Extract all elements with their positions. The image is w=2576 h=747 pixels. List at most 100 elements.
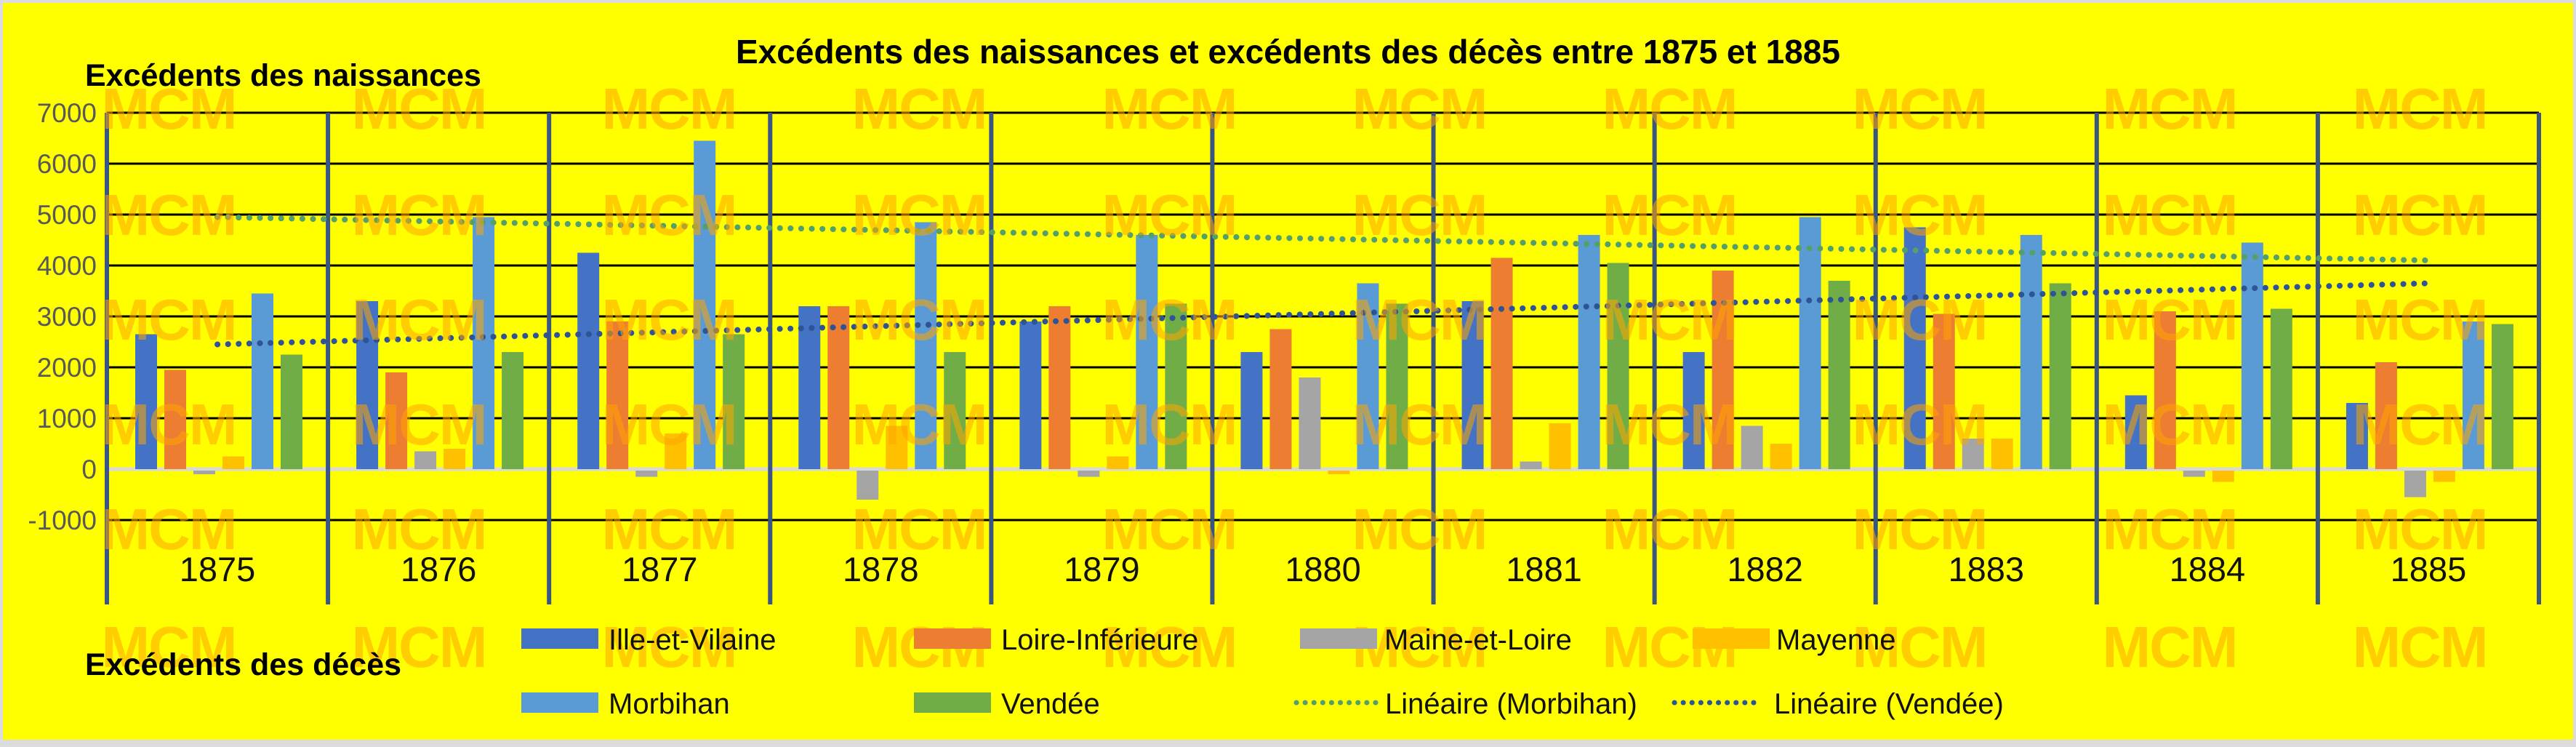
bar-loire-inf-rieure-1875[interactable] (164, 369, 186, 470)
trendline-lin-aire-vend-e- (214, 280, 2431, 348)
axis-annotation-deces: Excédents des décès (85, 647, 402, 682)
trendline-lin-aire-morbihan- (214, 214, 2431, 263)
y-axis-tick-label: 3000 (37, 302, 97, 332)
x-axis-year-label: 1878 (843, 550, 919, 588)
bar-maine-et-loire-1879[interactable] (1078, 471, 1100, 477)
bar-mayenne-1878[interactable] (886, 426, 908, 470)
chart-title: Excédents des naissances et excédents de… (736, 33, 1840, 71)
bar-ille-et-vilaine-1881[interactable] (1461, 301, 1484, 469)
bar-ille-et-vilaine-1879[interactable] (1019, 321, 1042, 469)
y-axis-tick-label: 5000 (37, 200, 97, 230)
bar-mayenne-1883[interactable] (1991, 439, 2013, 469)
bar-morbihan-1877[interactable] (694, 140, 716, 470)
bar-vend-e-1878[interactable] (944, 352, 966, 469)
legend-label: Vendée (1001, 688, 1100, 720)
bar-maine-et-loire-1884[interactable] (2183, 471, 2205, 477)
chart-background: 7000 6000 5000 4000 3000 2000 1000 0 -1000 1875 18… (3, 3, 2573, 740)
legend-line-swatch-Linéaire (Vendée) (1672, 700, 1759, 706)
bar-maine-et-loire-1882[interactable] (1741, 426, 1763, 470)
bar-mayenne-1877[interactable] (665, 434, 687, 469)
legend-line-swatch-Linéaire (Morbihan) (1293, 700, 1381, 706)
bar-mayenne-1876[interactable] (444, 449, 466, 469)
bar-loire-inf-rieure-1877[interactable] (606, 321, 629, 469)
bar-maine-et-loire-1876[interactable] (414, 451, 437, 470)
bar-ille-et-vilaine-1878[interactable] (798, 306, 821, 469)
bar-maine-et-loire-1880[interactable] (1299, 378, 1321, 469)
bar-morbihan-1882[interactable] (1799, 217, 1821, 470)
bar-vend-e-1883[interactable] (2049, 283, 2071, 470)
bar-vend-e-1875[interactable] (281, 354, 302, 470)
legend-label: Maine-et-Loire (1384, 624, 1572, 656)
bar-ille-et-vilaine-1880[interactable] (1240, 352, 1263, 469)
x-axis-year-label: 1885 (2391, 550, 2467, 588)
bar-vend-e-1884[interactable] (2270, 308, 2292, 470)
bar-mayenne-1879[interactable] (1107, 456, 1129, 470)
bar-mayenne-1882[interactable] (1770, 444, 1792, 469)
bar-maine-et-loire-1875[interactable] (193, 471, 215, 474)
bar-maine-et-loire-1878[interactable] (856, 471, 879, 500)
x-axis-year-label: 1880 (1285, 550, 1361, 588)
bar-ille-et-vilaine-1884[interactable] (2124, 395, 2147, 470)
bar-ille-et-vilaine-1882[interactable] (1682, 352, 1705, 469)
bar-vend-e-1882[interactable] (1828, 281, 1850, 469)
legend-label: Ille-et-Vilaine (609, 624, 777, 656)
x-axis-year-label: 1883 (1948, 550, 2024, 588)
legend-swatch-Morbihan (521, 692, 598, 713)
bar-mayenne-1885[interactable] (2433, 471, 2455, 482)
y-axis-tick-label: 1000 (37, 404, 97, 434)
legend-label: Linéaire (Vendée) (1774, 688, 2004, 720)
bar-loire-inf-rieure-1878[interactable] (827, 306, 850, 469)
x-axis-year-label: 1882 (1727, 550, 1803, 588)
bar-vend-e-1881[interactable] (1607, 263, 1629, 470)
bar-mayenne-1875[interactable] (222, 456, 244, 470)
bar-morbihan-1878[interactable] (915, 222, 937, 470)
y-axis-tick-label: 0 (81, 455, 97, 484)
legend-swatch-Mayenne (1693, 628, 1770, 649)
bar-loire-inf-rieure-1880[interactable] (1269, 329, 1292, 470)
bar-ille-et-vilaine-1876[interactable] (356, 301, 379, 469)
bar-vend-e-1877[interactable] (723, 334, 745, 470)
bar-loire-inf-rieure-1885[interactable] (2375, 362, 2397, 469)
bar-morbihan-1884[interactable] (2241, 242, 2263, 470)
bar-ille-et-vilaine-1877[interactable] (577, 252, 600, 470)
chart-plot-area: 7000 6000 5000 4000 3000 2000 1000 0 -1000 1875 18… (28, 98, 2541, 604)
bar-ille-et-vilaine-1885[interactable] (2346, 403, 2368, 469)
bar-mayenne-1880[interactable] (1328, 471, 1350, 474)
y-axis-tick-label: 4000 (37, 251, 97, 281)
bar-loire-inf-rieure-1884[interactable] (2154, 311, 2176, 469)
bar-loire-inf-rieure-1881[interactable] (1490, 257, 1513, 470)
bar-mayenne-1884[interactable] (2212, 471, 2234, 482)
axis-annotation-naissances: Excédents des naissances (85, 58, 481, 93)
bar-maine-et-loire-1877[interactable] (635, 471, 658, 477)
y-axis-tick-label: -1000 (28, 506, 97, 535)
bar-morbihan-1885[interactable] (2462, 321, 2484, 469)
bar-mayenne-1881[interactable] (1549, 423, 1571, 469)
bar-vend-e-1885[interactable] (2491, 324, 2513, 470)
x-axis-year-label: 1877 (622, 550, 698, 588)
bar-morbihan-1875[interactable] (252, 293, 273, 470)
bar-loire-inf-rieure-1879[interactable] (1048, 306, 1071, 469)
bar-morbihan-1883[interactable] (2020, 235, 2042, 469)
x-axis-year-label: 1875 (180, 550, 256, 588)
bar-vend-e-1880[interactable] (1386, 303, 1408, 470)
legend-label: Mayenne (1776, 624, 1896, 656)
legend-label: Loire-Inférieure (1001, 624, 1199, 656)
bar-ille-et-vilaine-1883[interactable] (1903, 227, 1926, 470)
x-axis-year-label: 1876 (401, 550, 477, 588)
bar-loire-inf-rieure-1883[interactable] (1933, 313, 1955, 470)
bar-ille-et-vilaine-1875[interactable] (135, 334, 157, 470)
x-axis-year-label: 1884 (2170, 550, 2246, 588)
bar-maine-et-loire-1883[interactable] (1962, 439, 1984, 469)
bar-vend-e-1876[interactable] (502, 352, 524, 469)
bar-loire-inf-rieure-1876[interactable] (385, 372, 408, 469)
bar-morbihan-1879[interactable] (1136, 235, 1158, 469)
bar-vend-e-1879[interactable] (1165, 303, 1187, 470)
legend-label: Linéaire (Morbihan) (1385, 688, 1637, 720)
chart-legend: Ille-et-Vilaine Loire-Inférieure Maine-et-… (3, 3, 2573, 740)
y-axis-tick-label: 2000 (37, 353, 97, 383)
bar-morbihan-1881[interactable] (1578, 235, 1600, 469)
bar-maine-et-loire-1885[interactable] (2404, 471, 2426, 498)
bar-maine-et-loire-1881[interactable] (1520, 461, 1542, 470)
x-axis-year-label: 1881 (1506, 550, 1582, 588)
bar-morbihan-1876[interactable] (473, 217, 495, 470)
